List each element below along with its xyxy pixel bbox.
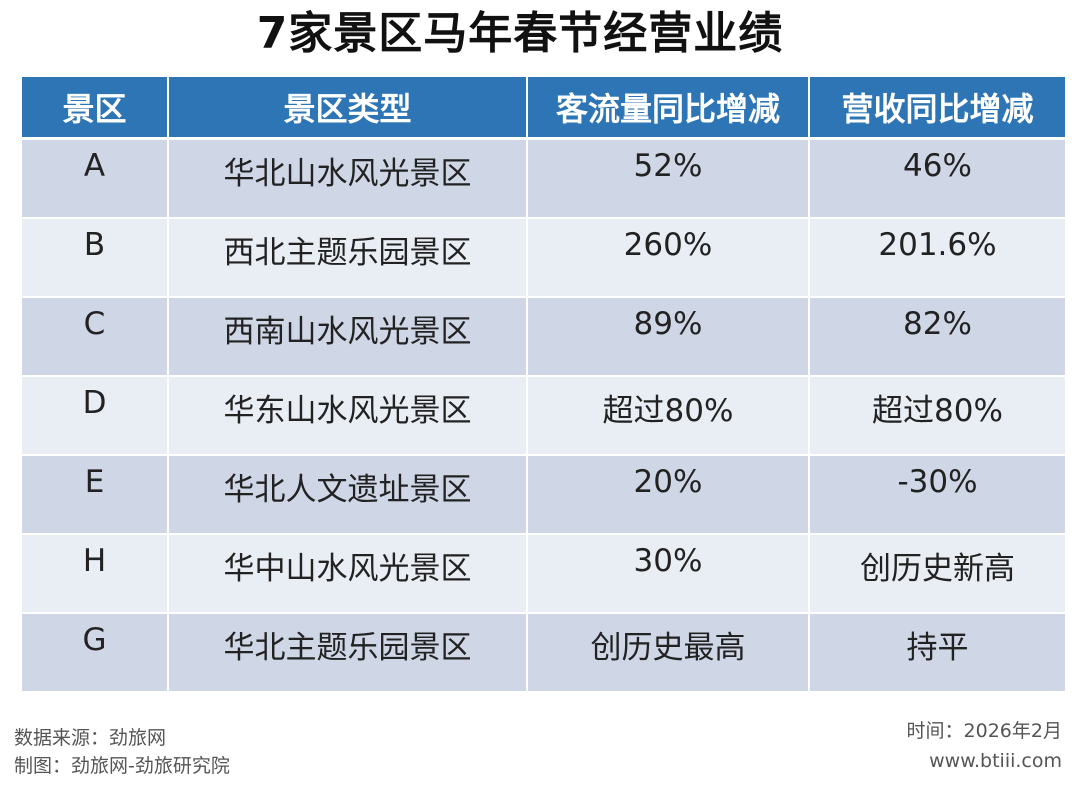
cell-scenic-area: A xyxy=(22,138,169,219)
table-row: D 华东山水风光景区 超过80% 超过80% xyxy=(22,375,1065,456)
cell-scenic-type: 西南山水风光景区 xyxy=(167,296,528,377)
cell-scenic-type: 华北主题乐园景区 xyxy=(167,612,528,693)
cell-visitor-change: 20% xyxy=(526,454,810,535)
cell-revenue-change: 82% xyxy=(808,296,1065,377)
footer-left: 数据来源：劲旅网 制图：劲旅网-劲旅研究院 xyxy=(14,724,230,780)
cell-scenic-area: G xyxy=(22,612,169,693)
header-revenue-change: 营收同比增减 xyxy=(808,77,1065,140)
chart-maker-note: 制图：劲旅网-劲旅研究院 xyxy=(14,755,230,777)
header-scenic-area: 景区 xyxy=(22,77,169,140)
cell-scenic-area: H xyxy=(22,533,169,614)
table-row: B 西北主题乐园景区 260% 201.6% xyxy=(22,217,1065,298)
website-link[interactable]: www.btiii.com xyxy=(929,750,1062,772)
cell-scenic-area: E xyxy=(22,454,169,535)
cell-scenic-type: 华北山水风光景区 xyxy=(167,138,528,219)
cell-revenue-change: 46% xyxy=(808,138,1065,219)
cell-revenue-change: 201.6% xyxy=(808,217,1065,298)
cell-visitor-change: 30% xyxy=(526,533,810,614)
cell-revenue-change: -30% xyxy=(808,454,1065,535)
cell-scenic-area: D xyxy=(22,375,169,456)
cell-scenic-type: 西北主题乐园景区 xyxy=(167,217,528,298)
table-row: E 华北人文遗址景区 20% -30% xyxy=(22,454,1065,535)
footer-right: 时间：2026年2月 www.btiii.com xyxy=(907,716,1062,776)
cell-visitor-change: 89% xyxy=(526,296,810,377)
cell-visitor-change: 创历史最高 xyxy=(526,612,810,693)
cell-scenic-area: C xyxy=(22,296,169,377)
table-header-row: 景区 景区类型 客流量同比增减 营收同比增减 xyxy=(22,77,1065,140)
cell-revenue-change: 超过80% xyxy=(808,375,1065,456)
cell-visitor-change: 52% xyxy=(526,138,810,219)
performance-table-container: 景区 景区类型 客流量同比增减 营收同比增减 A 华北山水风光景区 52% 46… xyxy=(22,77,1065,693)
table-row: G 华北主题乐园景区 创历史最高 持平 xyxy=(22,612,1065,693)
cell-revenue-change: 创历史新高 xyxy=(808,533,1065,614)
header-visitor-change: 客流量同比增减 xyxy=(526,77,810,140)
time-note: 时间：2026年2月 xyxy=(906,720,1062,742)
cell-scenic-type: 华东山水风光景区 xyxy=(167,375,528,456)
cell-visitor-change: 超过80% xyxy=(526,375,810,456)
cell-revenue-change: 持平 xyxy=(808,612,1065,693)
cell-visitor-change: 260% xyxy=(526,217,810,298)
cell-scenic-area: B xyxy=(22,217,169,298)
header-scenic-type: 景区类型 xyxy=(167,77,528,140)
cell-scenic-type: 华北人文遗址景区 xyxy=(167,454,528,535)
page-title: 7家景区马年春节经营业绩 xyxy=(256,8,784,59)
table-row: H 华中山水风光景区 30% 创历史新高 xyxy=(22,533,1065,614)
cell-scenic-type: 华中山水风光景区 xyxy=(167,533,528,614)
table-row: C 西南山水风光景区 89% 82% xyxy=(22,296,1065,377)
table-row: A 华北山水风光景区 52% 46% xyxy=(22,138,1065,219)
performance-table: 景区 景区类型 客流量同比增减 营收同比增减 A 华北山水风光景区 52% 46… xyxy=(22,77,1065,693)
data-source-note: 数据来源：劲旅网 xyxy=(14,727,167,749)
